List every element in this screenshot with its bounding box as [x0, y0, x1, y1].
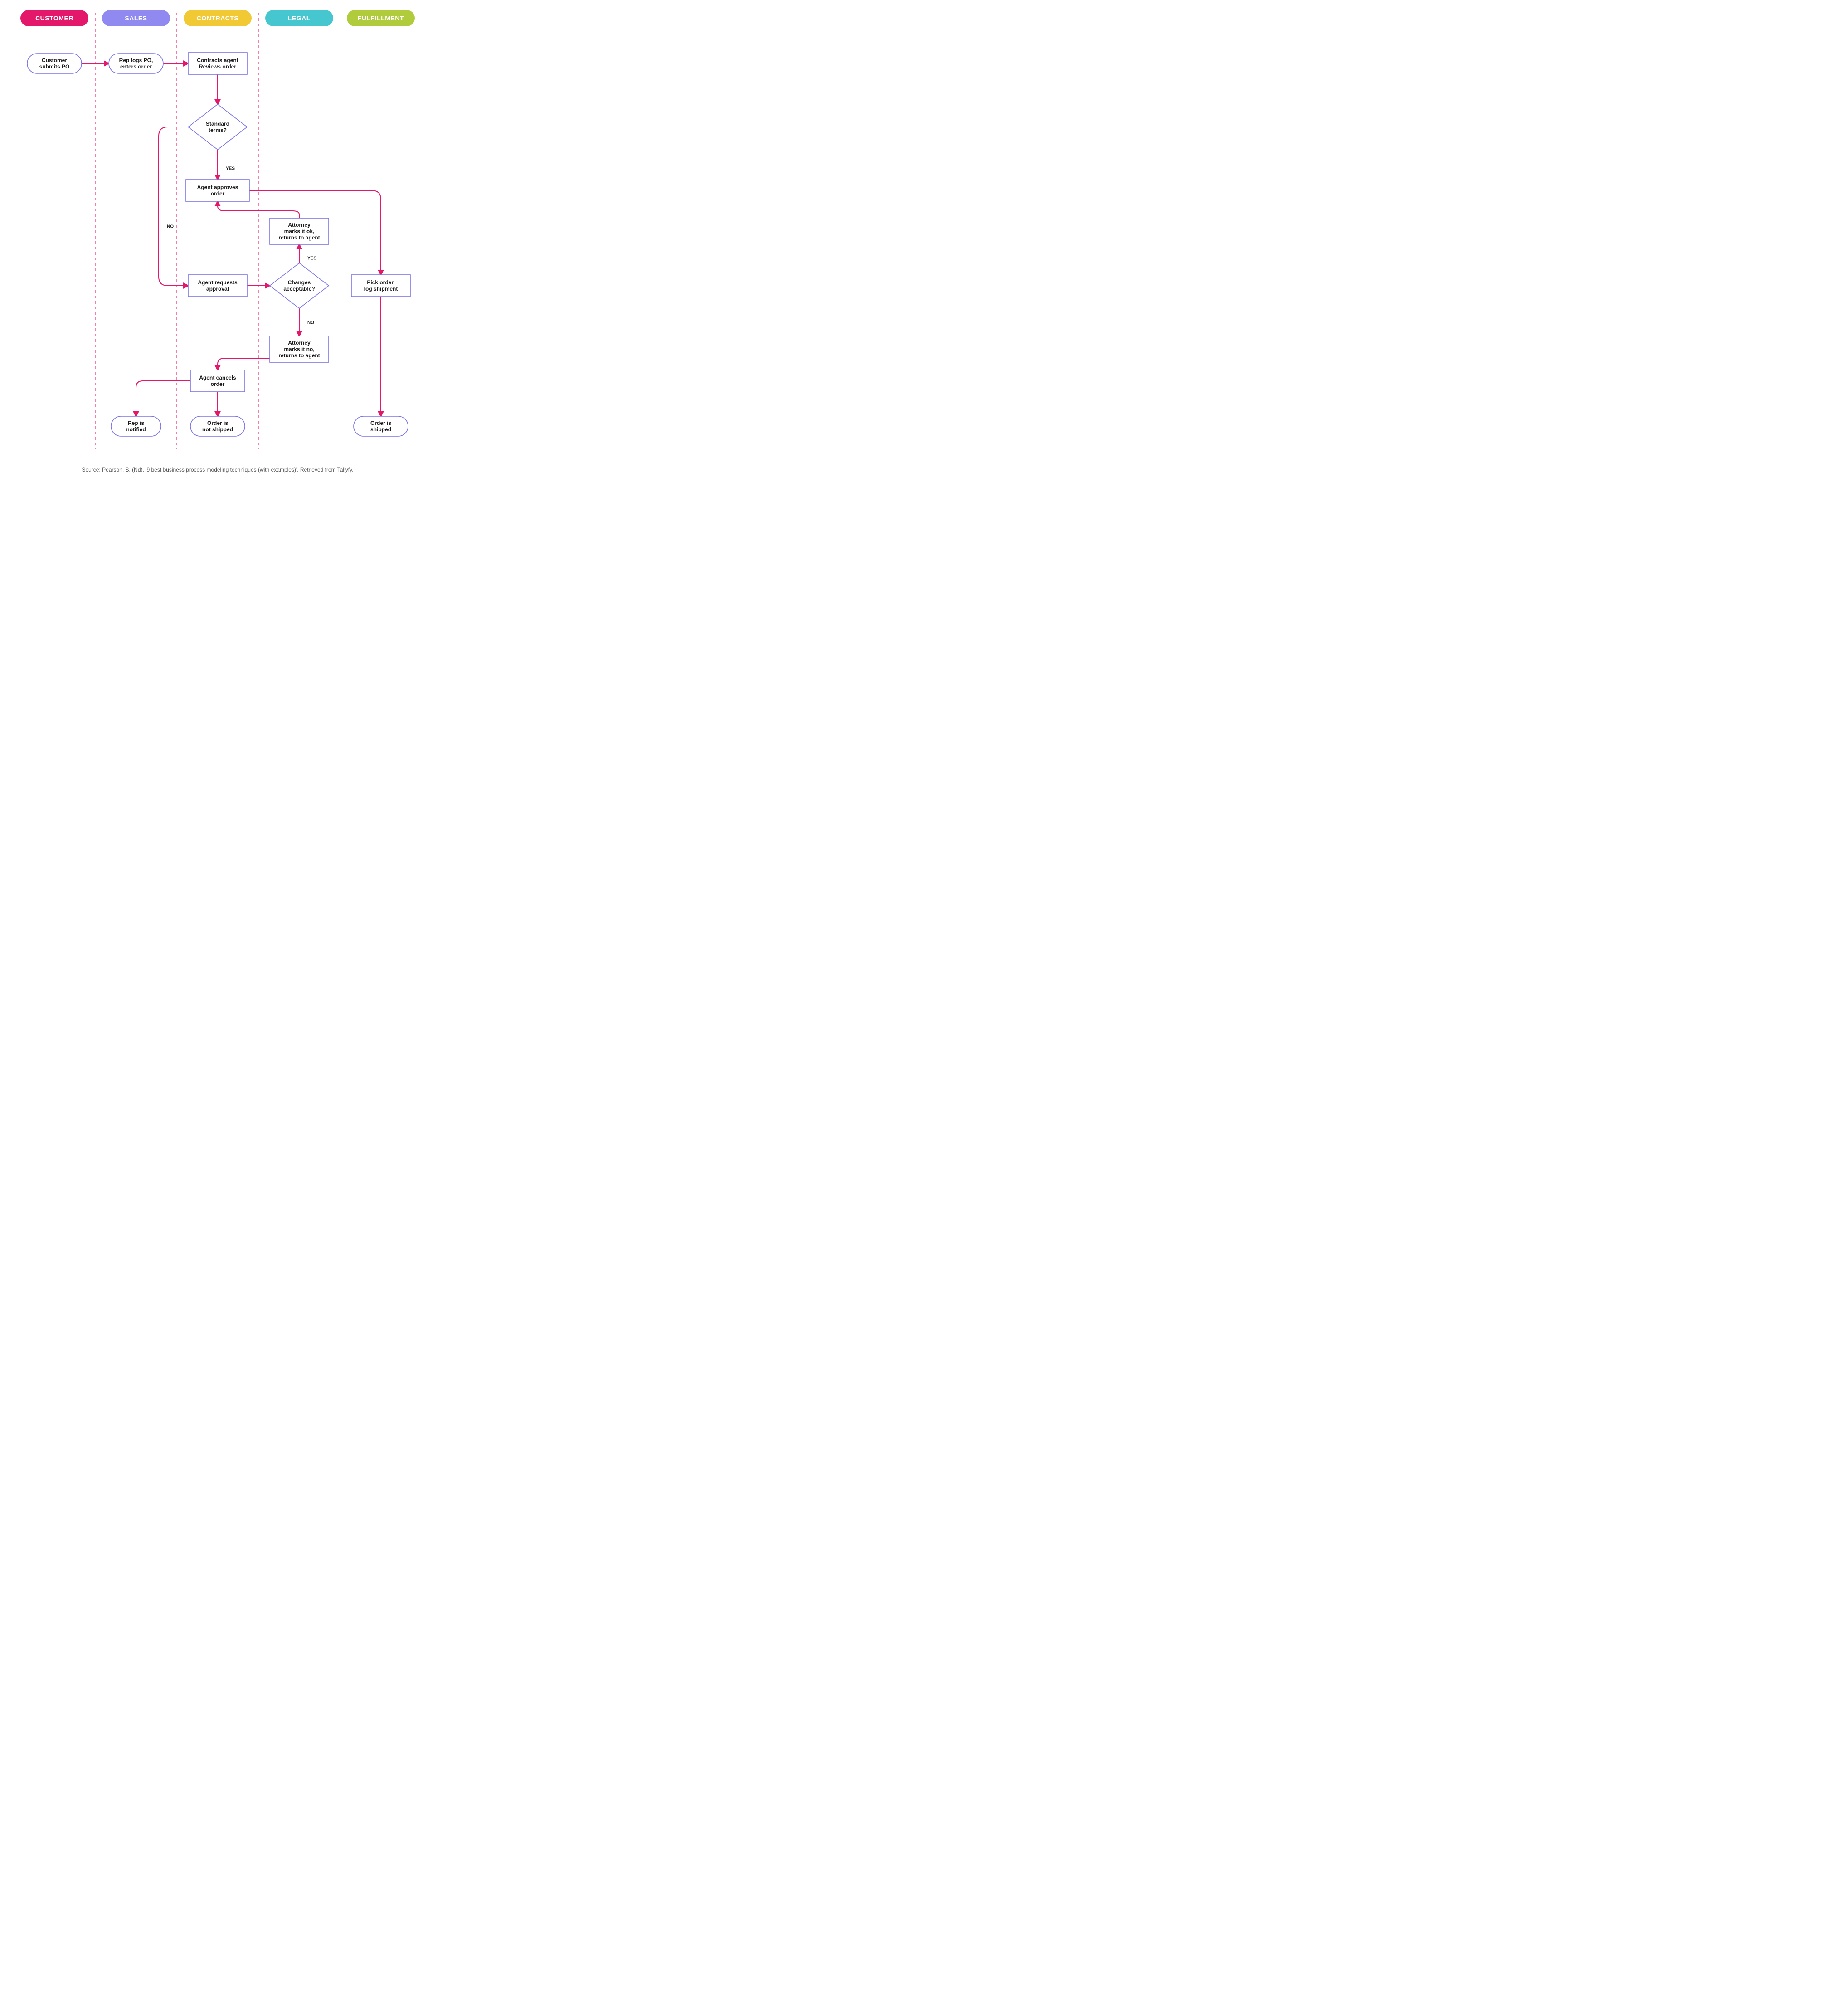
- node-label: enters order: [120, 63, 152, 70]
- node-label: returns to agent: [278, 352, 320, 359]
- node-label: Attorney: [288, 222, 311, 228]
- flow-edge: [136, 381, 190, 416]
- node-pick-order: Pick order,log shipment: [351, 275, 410, 297]
- node-not-shipped: Order isnot shipped: [190, 416, 245, 436]
- node-rep-notified: Rep isnotified: [111, 416, 161, 436]
- lane-header-label: CONTRACTS: [197, 15, 238, 22]
- node-att-ok: Attorneymarks it ok,returns to agent: [270, 218, 329, 244]
- node-label: log shipment: [364, 286, 398, 292]
- node-label: order: [211, 190, 225, 197]
- edge-label: YES: [307, 256, 316, 261]
- lane-header-sales: SALES: [102, 10, 170, 26]
- node-att-no: Attorneymarks it no,returns to agent: [270, 336, 329, 362]
- node-shipped: Order isshipped: [354, 416, 408, 436]
- lane-header-contracts: CONTRACTS: [184, 10, 252, 26]
- node-label: Customer: [42, 57, 67, 63]
- node-agent-cancel: Agent cancelsorder: [190, 370, 245, 392]
- node-label: Order is: [370, 420, 391, 426]
- lane-header-label: CUSTOMER: [35, 15, 73, 22]
- edge-label: YES: [226, 166, 235, 171]
- lane-header-customer: CUSTOMER: [20, 10, 88, 26]
- node-contracts-review: Contracts agentReviews order: [188, 53, 247, 74]
- node-label: Order is: [207, 420, 228, 426]
- node-label: acceptable?: [283, 286, 315, 292]
- edge-label: NO: [167, 224, 174, 229]
- lane-header-legal: LEGAL: [265, 10, 333, 26]
- node-label: Agent approves: [197, 184, 238, 190]
- node-label: Agent cancels: [199, 375, 236, 381]
- node-label: notified: [126, 426, 146, 433]
- node-label: Standard: [206, 121, 229, 127]
- node-label: Contracts agent: [197, 57, 238, 63]
- lane-header-label: SALES: [125, 15, 147, 22]
- node-label: returns to agent: [278, 234, 320, 241]
- node-label: order: [211, 381, 225, 387]
- node-label: shipped: [370, 426, 391, 433]
- node-label: terms?: [209, 127, 227, 133]
- source-caption: Source: Pearson, S. (Nd). '9 best busine…: [82, 467, 353, 473]
- node-changes: Changesacceptable?: [270, 263, 329, 308]
- node-cust-po: Customersubmits PO: [27, 54, 82, 73]
- node-agent-req: Agent requestsapproval: [188, 275, 247, 297]
- node-agent-approves: Agent approvesorder: [186, 180, 249, 201]
- node-label: submits PO: [39, 63, 70, 70]
- node-label: Rep logs PO,: [119, 57, 153, 63]
- edge-label: NO: [307, 321, 314, 326]
- flow-edge: [159, 127, 188, 286]
- node-label: marks it no,: [284, 346, 314, 352]
- flow-edge: [218, 358, 270, 370]
- node-label: Attorney: [288, 340, 311, 346]
- node-label: Agent requests: [198, 279, 238, 286]
- lane-header-fulfillment: FULFILLMENT: [347, 10, 415, 26]
- node-label: not shipped: [202, 426, 233, 433]
- node-std-terms: Standardterms?: [188, 104, 247, 150]
- node-rep-logs: Rep logs PO,enters order: [109, 54, 163, 73]
- node-label: Rep is: [128, 420, 144, 426]
- node-label: marks it ok,: [284, 228, 315, 234]
- node-label: Pick order,: [367, 279, 394, 286]
- node-label: approval: [206, 286, 229, 292]
- node-label: Reviews order: [199, 63, 236, 70]
- lane-header-label: LEGAL: [288, 15, 311, 22]
- node-label: Changes: [288, 279, 311, 286]
- lane-header-label: FULFILLMENT: [358, 15, 404, 22]
